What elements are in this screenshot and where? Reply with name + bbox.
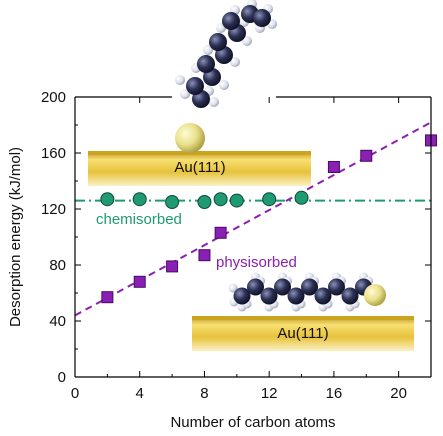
physisorbed-point bbox=[360, 149, 373, 162]
y-tick-label: 80 bbox=[49, 257, 66, 274]
slab-label-lower: Au(111) bbox=[277, 325, 328, 342]
carbon-atom bbox=[301, 278, 318, 296]
hydrogen-atom bbox=[180, 89, 190, 99]
data-markers bbox=[100, 134, 437, 304]
hydrogen-atom bbox=[203, 45, 213, 55]
carbon-atom bbox=[209, 33, 227, 51]
x-axis-label: Number of carbon atoms bbox=[170, 414, 335, 431]
physisorbed-point bbox=[198, 249, 211, 262]
chemisorbed-point bbox=[262, 192, 277, 207]
carbon-atom bbox=[341, 287, 359, 305]
chemisorbed-point bbox=[132, 192, 147, 207]
hydrogen-atom bbox=[228, 283, 238, 293]
carbon-atom bbox=[328, 278, 345, 296]
x-tick-label: 0 bbox=[71, 385, 79, 402]
carbon-atom bbox=[314, 287, 332, 305]
x-tick-label: 8 bbox=[200, 385, 208, 402]
sulfur-atom bbox=[364, 284, 386, 306]
hydrogen-atom bbox=[242, 36, 252, 46]
au-slab-top-edge bbox=[88, 151, 311, 155]
hydrogen-atom bbox=[219, 80, 229, 90]
au-slab-upper bbox=[88, 151, 311, 186]
x-tick-label: 12 bbox=[261, 385, 278, 402]
x-tick-label: 20 bbox=[390, 385, 407, 402]
y-tick-label: 200 bbox=[41, 89, 66, 106]
x-tick-label: 16 bbox=[326, 385, 343, 402]
physisorbed-point bbox=[101, 291, 114, 304]
y-axis-label: Desorption energy (kJ/mol) bbox=[7, 147, 24, 327]
flat-lying-thiol-molecule bbox=[228, 272, 386, 312]
carbon-atom bbox=[197, 55, 215, 73]
y-tick-label: 160 bbox=[41, 145, 66, 162]
chemisorbed-point bbox=[229, 193, 244, 208]
upright-thiol-molecule bbox=[175, 0, 277, 153]
physisorbed-point bbox=[214, 226, 227, 239]
y-tick-label: 0 bbox=[58, 369, 66, 386]
series-label-physisorbed: physisorbed bbox=[216, 254, 297, 271]
carbon-atom bbox=[260, 287, 278, 305]
sulfur-atom bbox=[175, 123, 205, 153]
au-slab-lower bbox=[192, 316, 414, 351]
hydrogen-atom bbox=[209, 97, 219, 107]
physisorbed-point bbox=[327, 161, 340, 173]
carbon-atom bbox=[274, 278, 291, 296]
chemisorbed-point bbox=[213, 192, 228, 207]
series-label-chemisorbed: chemisorbed bbox=[96, 211, 182, 228]
chemisorbed-point bbox=[294, 190, 309, 205]
carbon-atom bbox=[222, 12, 240, 30]
chemisorbed-point bbox=[197, 195, 212, 209]
hydrogen-atom bbox=[175, 75, 185, 85]
au-slab-top-edge bbox=[192, 316, 414, 320]
y-tick-label: 120 bbox=[41, 201, 66, 218]
physisorbed-point bbox=[166, 260, 179, 273]
au-slab-surface bbox=[88, 151, 311, 186]
carbon-atom bbox=[287, 287, 305, 305]
carbon-atom bbox=[186, 77, 204, 95]
slab-label-upper: Au(111) bbox=[174, 159, 225, 176]
hydrogen-atom bbox=[230, 57, 240, 67]
au-slab-surface bbox=[192, 316, 414, 351]
carbon-atom bbox=[247, 278, 264, 296]
chemisorbed-point bbox=[100, 192, 115, 207]
carbon-atom bbox=[233, 287, 251, 305]
physisorbed-point bbox=[133, 275, 146, 288]
x-tick-label: 4 bbox=[136, 385, 144, 402]
chemisorbed-point bbox=[165, 195, 180, 209]
y-tick-label: 40 bbox=[49, 313, 66, 330]
carbon-atom bbox=[253, 9, 271, 27]
